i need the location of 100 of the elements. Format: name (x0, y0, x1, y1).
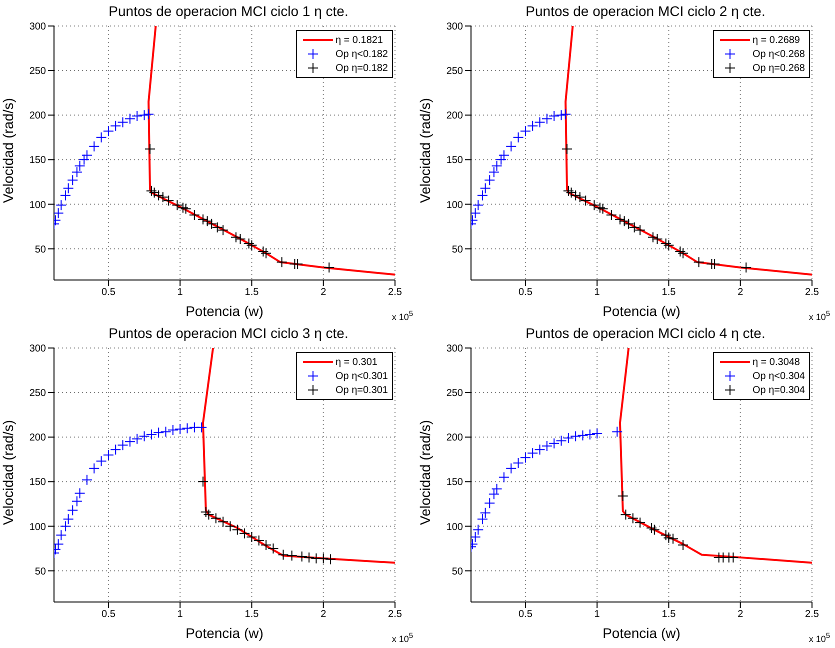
x-axis-title: Potencia (w) (602, 625, 680, 641)
text: x 10$^{5}$ (808, 309, 830, 322)
legend-label: η = 0.3048 (752, 356, 800, 368)
y-tick-label: 150 (29, 155, 46, 166)
point (102, 449, 114, 460)
point (480, 507, 491, 518)
x-tick-label: 0.5 (101, 609, 116, 620)
point (325, 554, 336, 565)
point (174, 424, 186, 435)
point (286, 550, 298, 562)
point (512, 457, 524, 468)
point (506, 140, 517, 152)
text: x 10$^{5}$ (808, 631, 830, 644)
x-tick-label: 1 (594, 609, 600, 620)
point (234, 234, 246, 245)
y-tick-label: 250 (446, 66, 464, 78)
point (260, 248, 272, 259)
x-tick-label: 2 (320, 609, 327, 620)
point (167, 424, 178, 436)
point (110, 120, 122, 132)
legend-label: Op η=0.268 (752, 62, 805, 74)
x-tick-label: 0.5 (518, 609, 533, 620)
point (488, 166, 500, 178)
point (182, 422, 193, 434)
point (614, 214, 626, 225)
point (678, 539, 689, 550)
legend-label: η = 0.1821 (335, 34, 383, 46)
point (597, 203, 608, 214)
point (534, 444, 546, 456)
point (132, 110, 143, 122)
point (498, 472, 510, 483)
y-tick-label: 50 (34, 244, 46, 256)
y-tick-label: 300 (29, 22, 46, 33)
point (674, 246, 686, 257)
point (160, 426, 172, 438)
point (556, 110, 567, 121)
line-series (564, 26, 812, 276)
point (520, 452, 531, 464)
point (527, 120, 538, 132)
point (472, 524, 484, 536)
y-tick-label: 300 (446, 344, 464, 355)
point (143, 108, 154, 120)
point (476, 514, 488, 525)
legend-label: Op η=0.182 (335, 62, 388, 74)
x-axis-title: Potencia (w) (602, 303, 680, 319)
x-tick-label: 2 (738, 287, 744, 298)
point (117, 116, 128, 128)
legend-label: Op η=0.304 (752, 384, 805, 396)
y-tick-label: 200 (29, 432, 46, 444)
point (678, 248, 689, 259)
point (660, 238, 672, 249)
point (60, 190, 71, 201)
line-series (202, 348, 395, 564)
point (560, 108, 572, 120)
legend-label: η = 0.2689 (752, 34, 800, 46)
point (472, 200, 484, 211)
y-tick-label: 250 (29, 388, 46, 400)
point (484, 498, 496, 509)
point (67, 174, 78, 186)
point (612, 426, 623, 438)
y-tick-label: 50 (34, 566, 46, 578)
point (71, 166, 82, 178)
y-tick-label: 250 (446, 388, 464, 400)
y-axis-title: Velocidad (rad/s) (416, 420, 433, 525)
point (480, 182, 491, 194)
y-tick-label: 50 (452, 244, 464, 256)
y-axis-title: Velocidad (rad/s) (0, 98, 16, 203)
point (138, 430, 150, 442)
point (548, 110, 560, 122)
y-tick-label: 100 (446, 200, 464, 211)
x-axis-title: Potencia (w) (186, 625, 264, 641)
point (647, 232, 658, 243)
point (561, 143, 572, 154)
point (102, 126, 114, 137)
line-series (148, 26, 395, 276)
y-tick-label: 300 (446, 22, 464, 33)
point (96, 132, 107, 143)
point (62, 514, 74, 525)
y-tick-label: 50 (452, 566, 464, 578)
y-axis-title: Velocidad (rad/s) (0, 420, 16, 525)
text: x 10$^{5}$ (392, 309, 413, 322)
chart-title: Puntos de operacion MCI ciclo 3 η cte. (108, 324, 350, 343)
point (693, 256, 704, 268)
text: x 10$^{5}$ (392, 631, 413, 644)
point (198, 214, 209, 225)
y-tick-label: 200 (446, 110, 464, 122)
x-tick-label: 2.5 (388, 287, 402, 298)
point (74, 488, 86, 499)
point (471, 531, 481, 542)
x-tick-label: 1 (177, 609, 184, 620)
point (246, 240, 258, 251)
x-tick-label: 1.5 (244, 287, 260, 298)
point (324, 262, 335, 274)
point (278, 549, 289, 560)
point (592, 428, 603, 440)
point (606, 209, 617, 220)
y-tick-label: 150 (29, 477, 46, 488)
point (81, 150, 92, 161)
legend-label: Op η<0.304 (752, 370, 805, 382)
y-tick-label: 300 (29, 344, 46, 355)
